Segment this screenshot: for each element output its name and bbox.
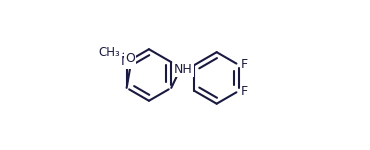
Text: F: F — [241, 58, 248, 71]
Text: F: F — [241, 85, 248, 98]
Text: N: N — [121, 55, 131, 68]
Text: CH₃: CH₃ — [98, 46, 120, 59]
Text: NH: NH — [174, 63, 193, 76]
Text: O: O — [125, 52, 135, 64]
